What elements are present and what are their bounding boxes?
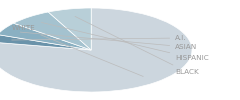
Text: HISPANIC: HISPANIC: [41, 22, 209, 61]
Text: ASIAN: ASIAN: [20, 32, 198, 50]
Wedge shape: [0, 23, 91, 50]
Text: A.I.: A.I.: [12, 35, 187, 41]
Wedge shape: [0, 8, 192, 92]
Wedge shape: [48, 8, 91, 50]
Wedge shape: [13, 12, 91, 50]
Text: WHITE: WHITE: [12, 25, 143, 76]
Wedge shape: [0, 34, 91, 50]
Text: BLACK: BLACK: [75, 16, 199, 75]
